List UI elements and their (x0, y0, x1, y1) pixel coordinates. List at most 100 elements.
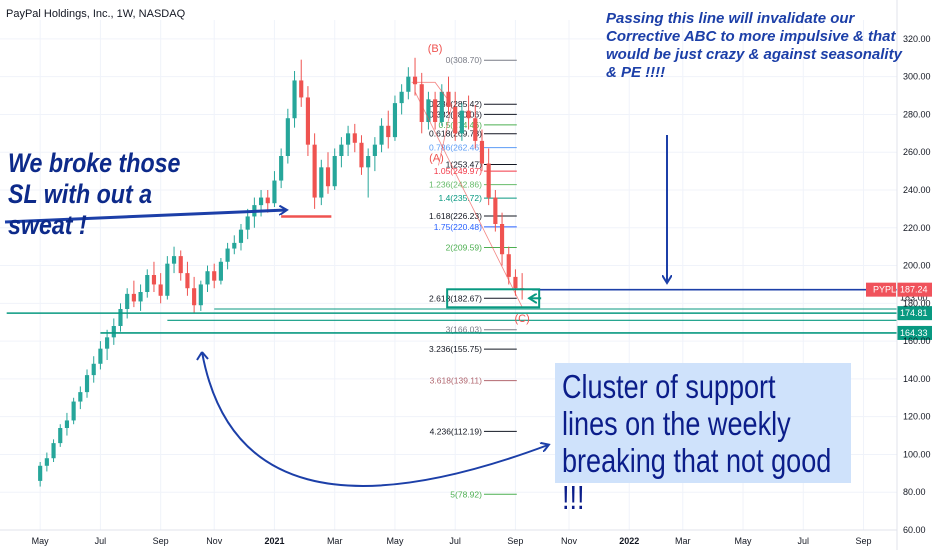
candle-body (319, 167, 324, 198)
y-tick-label: 120.00 (903, 412, 931, 422)
candle-body (158, 284, 163, 296)
candle-body (379, 125, 384, 145)
candle-body (245, 216, 250, 230)
x-tick-label: 2022 (619, 536, 639, 546)
fib-level-label: 3.236(155.75) (429, 344, 482, 354)
candle-body (212, 271, 217, 281)
candle-body (265, 197, 270, 204)
cluster-curve-arrow (201, 351, 548, 487)
ticker-badge-bg (866, 282, 896, 297)
y-tick-label: 320.00 (903, 34, 931, 44)
candle-body (151, 275, 157, 285)
fib-level-label: 2(209.59) (446, 242, 483, 252)
candle-body (412, 76, 418, 85)
abc-wave-line-c (414, 91, 523, 308)
candle-body (138, 292, 143, 302)
candle-body (171, 256, 177, 264)
y-tick-label: 240.00 (903, 185, 931, 195)
y-tick-label: 100.00 (903, 449, 931, 459)
y-tick-label: 200.00 (903, 261, 931, 271)
candle-body (111, 326, 116, 338)
fib-level-label: 1.05(249.97) (434, 166, 482, 176)
fib-level-label: 3(166.03) (446, 325, 483, 335)
invalidation-note: Passing this line will invalidate our Co… (606, 10, 902, 81)
candle-body (332, 156, 337, 187)
current-price-label: 187.24 (900, 285, 928, 295)
fib-level-label: 0(308.70) (446, 55, 483, 65)
cluster-note: Cluster of support lines on the weekly b… (562, 368, 832, 516)
candlestick-series (38, 57, 525, 487)
support-price-label-2: 164.33 (900, 328, 928, 338)
fib-level-label: 1.618(226.23) (429, 211, 482, 221)
x-tick-label: Sep (856, 536, 872, 546)
ticker-badge: PYPL (873, 285, 896, 295)
x-tick-label: Sep (507, 536, 523, 546)
candle-body (225, 248, 230, 262)
y-tick-label: 80.00 (903, 487, 926, 497)
fib-level-label: 4.236(112.19) (430, 426, 482, 436)
x-tick-label: Jul (95, 536, 107, 546)
candle-body (372, 144, 377, 156)
candle-body (98, 348, 103, 364)
candle-body (178, 256, 183, 274)
symbol-title: PayPal Holdings, Inc., 1W, NASDAQ (6, 8, 186, 20)
candle-body (513, 276, 518, 289)
candle-body (118, 309, 123, 326)
stop-loss-arrow (4, 210, 286, 224)
candle-body (392, 103, 398, 138)
stop-loss-note: We broke those SL with out a sweat ! (8, 148, 181, 240)
y-tick-label: 140.00 (903, 374, 931, 384)
candle-body (339, 144, 344, 156)
y-tick-label: 60.00 (903, 525, 926, 535)
candle-body (285, 118, 290, 156)
candle-body (105, 337, 110, 349)
x-tick-label: May (386, 536, 404, 546)
candle-body (312, 144, 317, 198)
fib-level-label: 1.236(242.86) (429, 180, 482, 190)
wave-a-label: (A) (429, 153, 444, 165)
x-tick-label: May (735, 536, 753, 546)
candle-body (473, 118, 478, 141)
candle-body (479, 140, 485, 164)
candle-body (125, 293, 130, 309)
x-tick-label: Jul (449, 536, 461, 546)
cluster-note-box (555, 363, 851, 483)
support-price-label-2-bg (897, 325, 932, 340)
candle-body (145, 275, 150, 292)
candle-body (198, 284, 203, 306)
candle-body (426, 99, 431, 122)
wave-b-label: (B) (428, 43, 443, 55)
candle-body (399, 91, 404, 104)
fibonacci-extension: 0(308.70)0.236(285.42)0.382(280.06)0.5(2… (429, 55, 517, 499)
candle-body (51, 443, 56, 459)
candle-body (292, 80, 297, 119)
candle-body (419, 84, 424, 122)
y-tick-label: 280.00 (903, 109, 931, 119)
candle-body (78, 392, 83, 402)
candle-body (493, 197, 498, 224)
candle-body (386, 125, 391, 138)
candle-body (218, 261, 223, 281)
x-tick-label: Mar (675, 536, 691, 546)
x-tick-label: Mar (327, 536, 343, 546)
candle-body (506, 254, 511, 277)
candle-body (352, 133, 357, 143)
candle-body (439, 91, 444, 122)
candle-body (325, 167, 331, 187)
candle-body (433, 99, 438, 122)
candle-body (205, 271, 210, 285)
candle-body (38, 465, 43, 481)
candle-body (466, 110, 471, 119)
candle-body (185, 273, 190, 289)
candle-body (499, 224, 505, 255)
fib-level-label: 1(253.47) (446, 160, 483, 170)
y-tick-label: 160.00 (903, 336, 931, 346)
x-tick-label: Nov (561, 536, 578, 546)
y-tick-label: 220.00 (903, 223, 931, 233)
candle-body (299, 80, 304, 98)
candle-body (272, 180, 277, 204)
candle-body (165, 263, 170, 296)
fib-level-label: 5(78.92) (450, 489, 482, 499)
